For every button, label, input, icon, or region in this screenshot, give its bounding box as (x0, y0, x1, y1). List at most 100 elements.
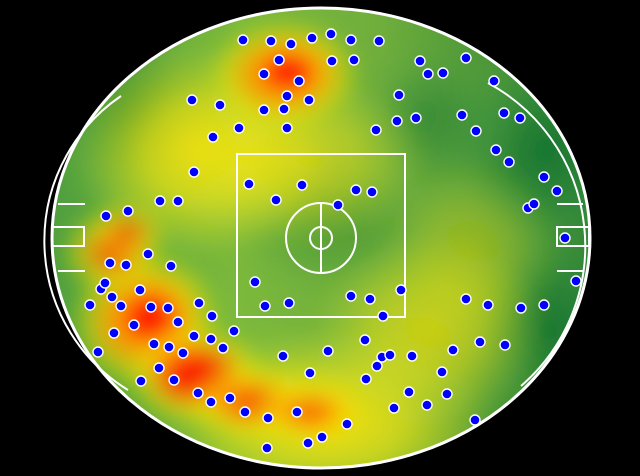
position-dot (115, 300, 127, 312)
position-dot (188, 330, 200, 342)
position-dot (277, 350, 289, 362)
position-dot (570, 275, 582, 287)
position-dot (364, 293, 376, 305)
position-dot (410, 112, 422, 124)
position-dot (233, 122, 245, 134)
position-dot (373, 35, 385, 47)
position-dot (528, 198, 540, 210)
position-dot (283, 297, 295, 309)
position-dot (92, 346, 104, 358)
position-dot (469, 414, 481, 426)
position-dot (499, 339, 511, 351)
position-dot (120, 259, 132, 271)
fifty-metre-arc-right (487, 82, 587, 387)
position-dot (177, 347, 189, 359)
position-dot (514, 112, 526, 124)
position-dot (384, 349, 396, 361)
position-dots-layer (84, 28, 582, 454)
position-dot (304, 367, 316, 379)
position-dot (326, 55, 338, 67)
position-dot (515, 302, 527, 314)
position-dot (122, 205, 134, 217)
position-dot (345, 290, 357, 302)
position-dot (134, 284, 146, 296)
position-dot (205, 333, 217, 345)
position-dot (259, 300, 271, 312)
position-dot (559, 232, 571, 244)
hotspot-lower-center (248, 376, 372, 448)
position-dot (186, 94, 198, 106)
position-dot (391, 115, 403, 127)
position-dot (538, 171, 550, 183)
position-dot (377, 310, 389, 322)
position-dot (262, 412, 274, 424)
position-dot (214, 99, 226, 111)
position-dot (460, 52, 472, 64)
right-goal-square (556, 226, 590, 247)
position-dot (371, 360, 383, 372)
position-dot (437, 67, 449, 79)
position-dot (145, 301, 157, 313)
position-dot (403, 386, 415, 398)
position-dot (370, 124, 382, 136)
position-dot (172, 195, 184, 207)
position-dot (99, 277, 111, 289)
position-dot (436, 366, 448, 378)
center-square (236, 153, 406, 318)
position-dot (503, 156, 515, 168)
position-dot (237, 34, 249, 46)
position-dot (154, 195, 166, 207)
position-dot (281, 122, 293, 134)
position-dot (341, 418, 353, 430)
position-dot (474, 336, 486, 348)
position-dot (192, 387, 204, 399)
position-dot (348, 54, 360, 66)
position-dot (168, 374, 180, 386)
position-dot (414, 55, 426, 67)
left-goal-square (51, 226, 85, 247)
position-dot (293, 75, 305, 87)
position-dot (441, 388, 453, 400)
position-dot (142, 248, 154, 260)
position-dot (205, 396, 217, 408)
position-dot (265, 35, 277, 47)
position-dot (104, 257, 116, 269)
position-dot (188, 166, 200, 178)
position-dot (100, 210, 112, 222)
position-dot (447, 344, 459, 356)
position-dot (366, 186, 378, 198)
position-dot (172, 316, 184, 328)
position-dot (538, 299, 550, 311)
position-dot (316, 431, 328, 443)
hotspot-wing-top-core (238, 36, 338, 108)
position-dot (306, 32, 318, 44)
position-dot (359, 334, 371, 346)
position-dot (360, 373, 372, 385)
position-dot (106, 291, 118, 303)
position-dot (249, 276, 261, 288)
position-dot (258, 104, 270, 116)
position-dot (128, 319, 140, 331)
position-dot (325, 28, 337, 40)
position-dot (243, 178, 255, 190)
position-dot (332, 199, 344, 211)
position-dot (239, 406, 251, 418)
position-dot (206, 310, 218, 322)
position-dot (296, 179, 308, 191)
position-dot (421, 399, 433, 411)
position-dot (490, 144, 502, 156)
field-markings (43, 6, 592, 470)
position-dot (291, 406, 303, 418)
position-dot (460, 293, 472, 305)
position-dot (165, 260, 177, 272)
position-dot (303, 94, 315, 106)
position-dot (456, 109, 468, 121)
position-dot (258, 68, 270, 80)
position-dot (207, 131, 219, 143)
position-dot (84, 299, 96, 311)
warmzone-mid-right (380, 160, 560, 340)
position-dot (162, 302, 174, 314)
fifty-metre-arc-left (43, 95, 129, 391)
